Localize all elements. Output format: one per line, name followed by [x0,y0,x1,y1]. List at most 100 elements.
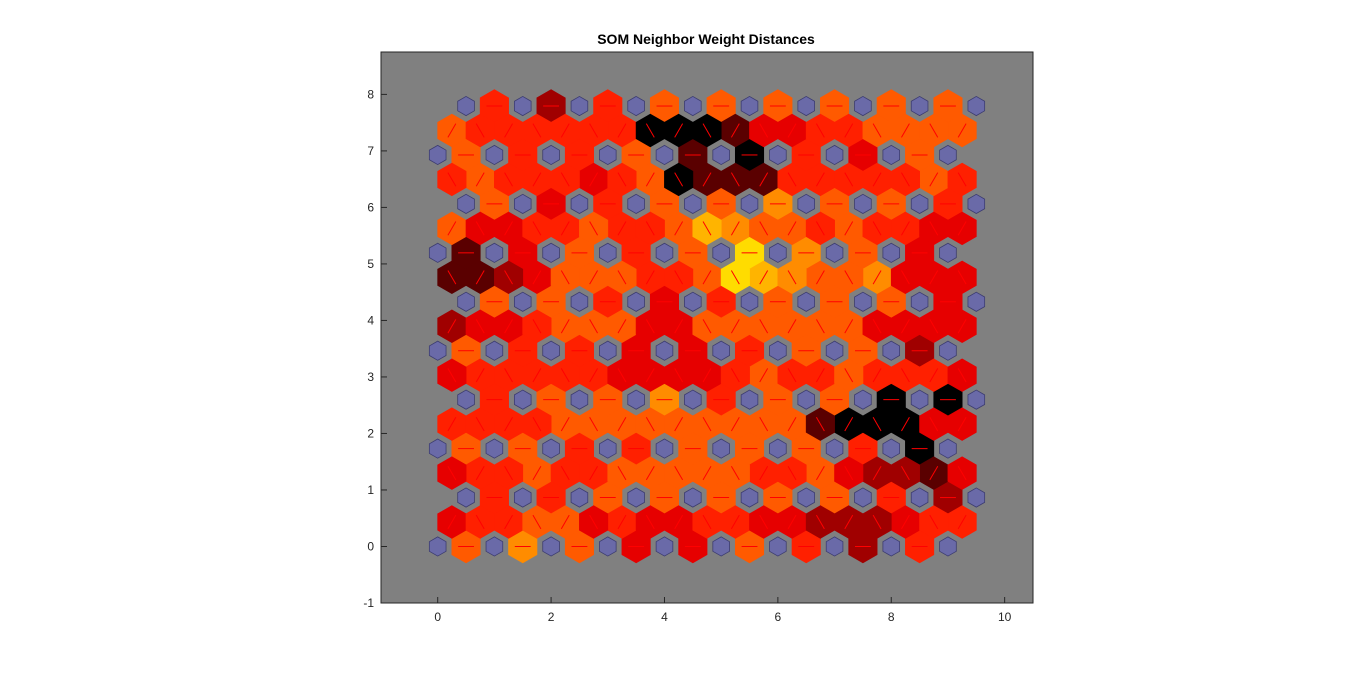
distance-line-diagonal-left [504,172,513,187]
distance-line-diagonal-left [645,319,655,334]
neuron-marker [797,487,815,508]
distance-line-diagonal-left [787,172,797,187]
distance-line-diagonal-left [957,368,967,383]
neuron-marker [769,144,787,166]
distance-line-diagonal-right [447,123,457,138]
y-tick-label: 3 [367,370,374,384]
neuron-marker [485,144,504,166]
neuron-marker [684,487,702,508]
neuron-marker [599,144,617,166]
distance-line-diagonal-left [617,368,627,383]
distance-line-diagonal-left [674,465,684,481]
distance-line-diagonal-left [560,172,570,187]
distance-line-diagonal-right [957,514,967,530]
distance-line-diagonal-right [957,417,967,432]
distance-line-diagonal-right [645,270,655,285]
distance-line-diagonal-right [901,514,910,530]
distance-line-diagonal-right [532,172,542,187]
distance-line-diagonal-left [730,270,740,285]
y-tick-label: 8 [367,87,374,101]
distance-line-diagonal-right [759,465,769,481]
neuron-marker [599,340,617,361]
neuron-marker [825,144,844,166]
neuron-marker [457,389,475,410]
distance-line-diagonal-right [957,221,967,236]
y-tick-label: 2 [367,426,374,440]
distance-line-diagonal-right [787,221,797,236]
distance-line-diagonal-right [504,319,513,334]
neuron-marker [854,487,872,508]
chart-title: SOM Neighbor Weight Distances [597,31,815,47]
distance-line-diagonal-left [759,221,769,236]
distance-line-diagonal-right [759,172,769,187]
distance-line-diagonal-left [447,368,457,383]
distance-line-diagonal-right [447,319,457,334]
distance-line-diagonal-left [674,368,684,383]
distance-line-diagonal-right [872,465,882,481]
neuron-marker [485,536,504,557]
distance-line-diagonal-right [901,221,910,236]
distance-line-diagonal-right [475,172,485,187]
distance-line-diagonal-left [504,368,513,383]
distance-line-diagonal-right [645,465,655,481]
distance-line-diagonal-right [929,172,939,187]
distance-line-diagonal-right [929,270,939,285]
neuron-marker [882,144,901,166]
distance-line-diagonal-right [617,417,627,432]
neuron-marker [910,389,929,410]
distance-line-diagonal-left [957,270,967,285]
distance-line-diagonal-right [447,514,457,530]
neuron-marker [712,340,730,361]
neuron-marker [513,487,532,508]
distance-line-diagonal-right [957,123,967,138]
distance-line-diagonal-right [447,221,457,236]
distance-line-diagonal-right [872,172,882,187]
neuron-marker [655,242,674,263]
neuron-marker [769,242,787,263]
neuron-marker [712,242,730,263]
neuron-marker [599,242,617,263]
distance-line-diagonal-left [872,319,882,334]
distance-line-diagonal-right [901,319,910,334]
distance-line-diagonal-right [504,417,513,432]
distance-line-diagonal-left [532,221,542,236]
distance-line-diagonal-left [532,319,542,334]
neuron-marker [939,438,957,459]
neuron-marker [740,291,759,312]
distance-line-diagonal-left [957,172,967,187]
distance-line-diagonal-right [447,417,457,432]
y-tick-label: 4 [367,313,374,327]
distance-line-diagonal-right [645,368,655,383]
distance-line-diagonal-right [815,465,825,481]
distance-line-diagonal-right [560,319,570,334]
distance-line-diagonal-left [589,514,599,530]
distance-line-diagonal-right [674,417,684,432]
distance-line-diagonal-left [532,417,542,432]
distance-line-diagonal-left [475,417,485,432]
distance-line-diagonal-right [787,319,797,334]
distance-line-diagonal-right [957,319,967,334]
distance-line-diagonal-left [730,172,740,187]
neuron-marker [684,95,702,117]
distance-line-diagonal-right [730,123,740,138]
neuron-marker [485,438,504,459]
y-tick-label: 5 [367,257,374,271]
distance-line-diagonal-left [645,514,655,530]
distance-line-diagonal-left [901,172,910,187]
neuron-marker [599,536,617,557]
y-tick-label: 7 [367,144,374,158]
distance-line-diagonal-left [617,270,627,285]
distance-line-diagonal-left [787,465,797,481]
distance-line-diagonal-left [929,319,939,334]
distance-line-diagonal-left [759,123,769,138]
distance-line-diagonal-left [589,417,599,432]
distance-line-diagonal-right [844,123,854,138]
y-tick-label: 1 [367,483,374,497]
distance-line-diagonal-right [815,172,825,187]
neuron-marker [910,95,929,117]
y-tick-label: -1 [363,596,374,610]
neuron-marker [684,291,702,312]
neuron-marker [627,95,645,117]
neuron-marker [882,438,901,459]
